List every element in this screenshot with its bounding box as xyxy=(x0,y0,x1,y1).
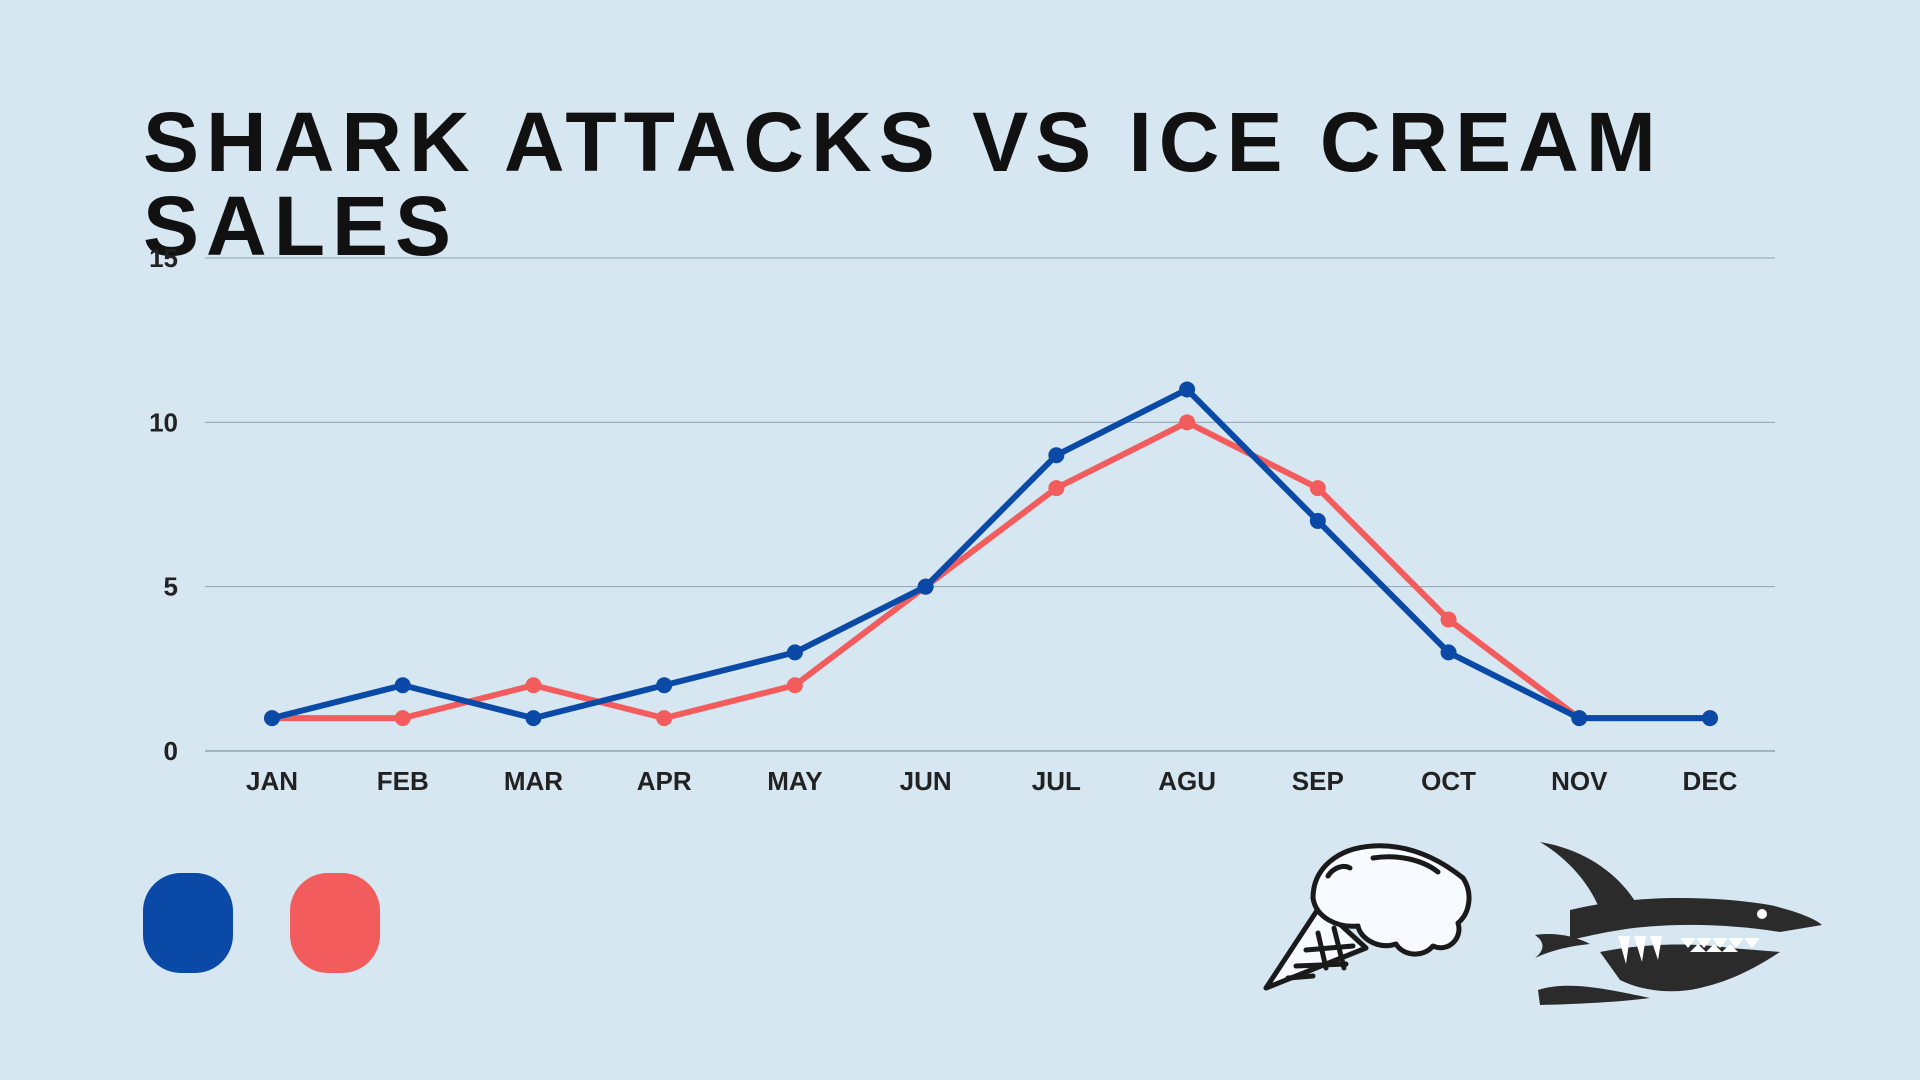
x-tick-label: MAR xyxy=(504,766,563,796)
series-1-point xyxy=(525,710,542,727)
series-1-point xyxy=(1179,381,1196,398)
series-1-point xyxy=(1309,512,1326,529)
series-1-point xyxy=(394,677,411,694)
chart-title: SHARK ATTACKS VS ICE CREAM SALES xyxy=(143,95,1663,273)
x-tick-label: FEB xyxy=(377,766,429,796)
x-tick-label: SEP xyxy=(1292,766,1344,796)
x-tick-label: APR xyxy=(637,766,692,796)
series-0-point xyxy=(1179,414,1196,431)
x-tick-label: DEC xyxy=(1683,766,1738,796)
series-1-point xyxy=(656,677,673,694)
y-tick-label: 15 xyxy=(149,243,178,273)
legend-swatch-red xyxy=(290,873,380,973)
series-0-point xyxy=(1440,611,1457,628)
x-tick-label: AGU xyxy=(1158,766,1216,796)
series-0-point xyxy=(1048,480,1065,497)
shark-icon xyxy=(1530,840,1830,1015)
series-0-point xyxy=(786,677,803,694)
x-tick-label: JUN xyxy=(900,766,952,796)
series-0-point xyxy=(1309,480,1326,497)
series-1-point xyxy=(917,578,934,595)
series-1-point xyxy=(1440,644,1457,661)
x-tick-label: MAY xyxy=(767,766,822,796)
series-0-point xyxy=(394,710,411,727)
series-1-point xyxy=(1048,447,1065,464)
series-1-point xyxy=(1571,710,1588,727)
series-0-point xyxy=(656,710,673,727)
series-1-point xyxy=(264,710,280,727)
series-0-point xyxy=(525,677,542,694)
y-tick-label: 10 xyxy=(149,407,178,437)
x-tick-label: NOV xyxy=(1551,766,1608,796)
series-1-point xyxy=(786,644,803,661)
y-tick-label: 5 xyxy=(164,572,178,602)
series-line-0 xyxy=(269,419,1713,722)
y-tick-label: 0 xyxy=(164,736,178,766)
legend-swatch-blue xyxy=(143,873,233,973)
series-line-1 xyxy=(269,386,1713,722)
x-tick-label: JUL xyxy=(1032,766,1081,796)
x-tick-label: OCT xyxy=(1421,766,1476,796)
series-1-point xyxy=(1702,710,1718,727)
x-tick-label: JAN xyxy=(246,766,298,796)
ice-cream-cone-icon xyxy=(1258,838,1478,1003)
